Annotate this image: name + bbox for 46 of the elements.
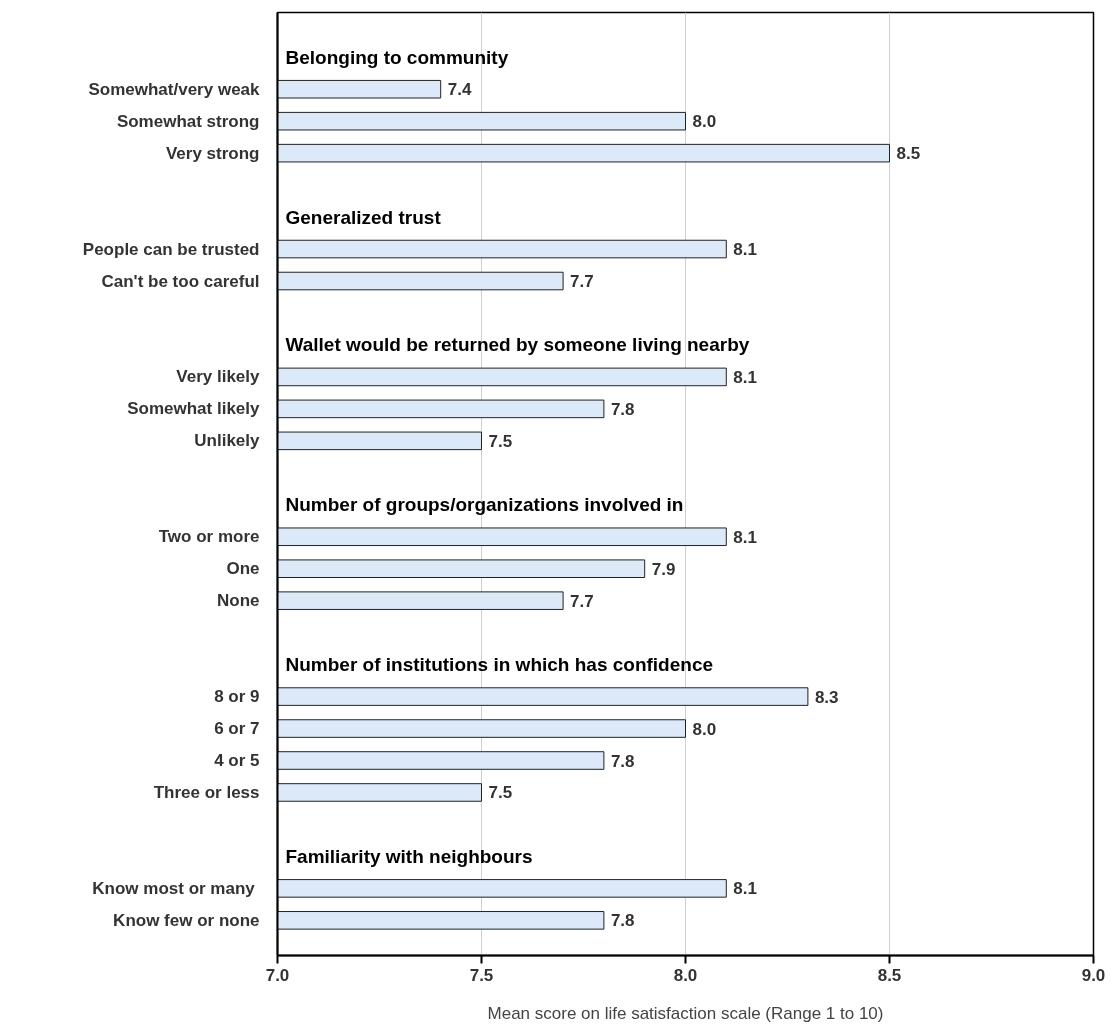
y-tick-label: Familiarity with neighbours bbox=[285, 845, 533, 867]
y-tick-label: Can't be too careful bbox=[101, 271, 260, 291]
y-tick-label: Very strong bbox=[165, 143, 260, 163]
data-label: 7.8 bbox=[610, 399, 635, 419]
y-tick-label: Know most or many bbox=[92, 878, 256, 898]
x-axis-title: Mean score on life satisfaction scale (Range 1 to 10) bbox=[487, 1003, 884, 1023]
y-tick-label: Three or less bbox=[153, 782, 260, 802]
x-tick-label: 7.5 bbox=[469, 965, 494, 985]
data-label: 8.3 bbox=[814, 687, 839, 707]
y-tick-label: 4 or 5 bbox=[214, 751, 260, 771]
data-label: 7.5 bbox=[488, 431, 513, 451]
y-tick-label: One bbox=[226, 559, 260, 579]
data-label: 7.7 bbox=[570, 272, 594, 292]
data-label: 8.5 bbox=[896, 144, 921, 164]
y-tick-label: Somewhat likely bbox=[127, 399, 261, 419]
y-tick-label: Two or more bbox=[158, 527, 260, 547]
y-tick-label: 6 or 7 bbox=[214, 719, 260, 739]
data-label: 7.7 bbox=[570, 591, 594, 611]
y-tick-label: Generalized trust bbox=[285, 206, 442, 228]
data-label: 8.0 bbox=[692, 112, 717, 132]
y-tick-label: Belonging to community bbox=[285, 46, 509, 68]
y-tick-label: Somewhat/very weak bbox=[88, 79, 261, 99]
data-label: 7.8 bbox=[610, 911, 635, 931]
y-tick-label: 8 or 9 bbox=[214, 687, 260, 707]
data-label: 7.4 bbox=[447, 80, 472, 100]
data-label: 8.0 bbox=[692, 719, 717, 739]
y-tick-label: Somewhat strong bbox=[116, 111, 260, 131]
y-tick-label: Very likely bbox=[176, 367, 261, 387]
x-tick-label: 7.0 bbox=[265, 965, 290, 985]
data-label: 8.1 bbox=[733, 879, 757, 899]
data-label: 8.1 bbox=[733, 240, 757, 260]
y-tick-label: Unlikely bbox=[194, 431, 261, 451]
y-tick-label: None bbox=[217, 591, 260, 611]
x-tick-label: 8.5 bbox=[877, 965, 902, 985]
data-label: 7.5 bbox=[488, 783, 513, 803]
y-tick-label: Number of groups/organizations involved in bbox=[285, 494, 684, 516]
y-tick-label: Know few or none bbox=[113, 910, 260, 930]
data-label: 7.9 bbox=[651, 559, 676, 579]
x-tick-label: 8.0 bbox=[673, 965, 698, 985]
x-tick-label: 9.0 bbox=[1081, 965, 1106, 985]
y-tick-label: Number of institutions in which has confidence bbox=[285, 654, 714, 676]
y-tick-label: People can be trusted bbox=[82, 239, 260, 259]
y-tick-label: Wallet would be returned by someone living nearby bbox=[285, 334, 750, 356]
data-label: 7.8 bbox=[610, 751, 635, 771]
data-label: 8.1 bbox=[733, 527, 757, 547]
data-label: 8.1 bbox=[733, 367, 757, 387]
